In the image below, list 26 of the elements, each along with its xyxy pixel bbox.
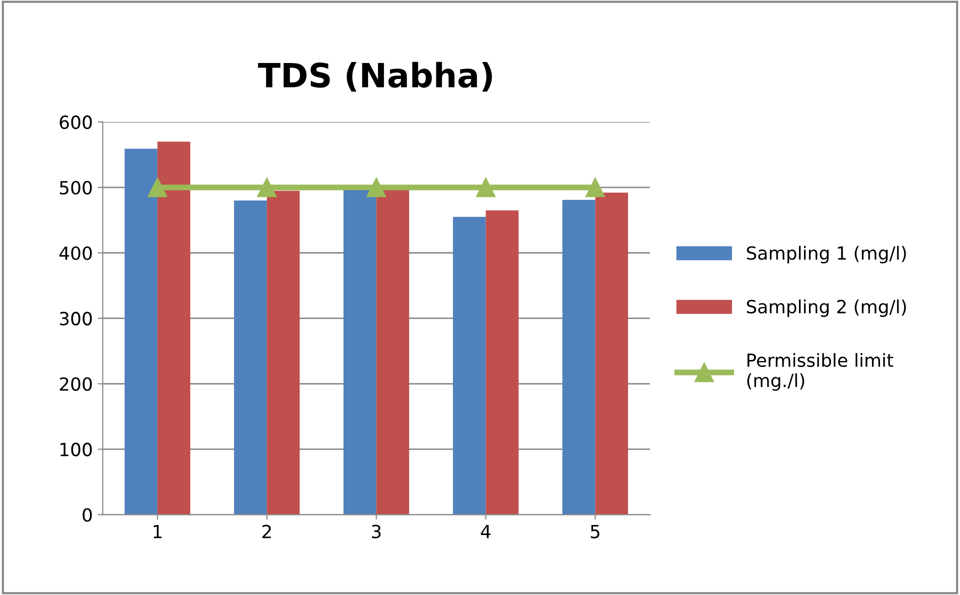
legend-label: Sampling 1 (mg/l) [746, 246, 906, 264]
x-tick-label: 3 [372, 524, 381, 538]
x-tick-label: 4 [480, 524, 490, 538]
bar [376, 190, 410, 515]
chart-title: TDS (Nabha) [258, 62, 492, 92]
bar [266, 190, 300, 515]
x-tick-label: 5 [590, 524, 600, 538]
y-tick-label: 0 [82, 508, 92, 522]
y-tick-label: 100 [60, 442, 92, 456]
y-tick-label: 400 [59, 246, 92, 260]
bar [562, 200, 596, 515]
y-tick-label: 300 [60, 312, 92, 326]
x-tick-label: 2 [262, 524, 271, 538]
bar [452, 216, 486, 515]
bar [124, 148, 158, 515]
y-tick-label: 500 [60, 180, 92, 195]
x-tick-label: 1 [154, 524, 162, 538]
legend-label: Permissible limit (mg./l) [747, 353, 894, 391]
bar [234, 200, 267, 515]
y-tick-label: 600 [60, 115, 92, 130]
bar [157, 142, 190, 515]
y-tick-label: 200 [60, 377, 92, 391]
bar [595, 192, 628, 515]
bar [343, 190, 376, 515]
bar [486, 210, 519, 515]
legend-label: Sampling 2 (mg/l) [746, 299, 906, 317]
